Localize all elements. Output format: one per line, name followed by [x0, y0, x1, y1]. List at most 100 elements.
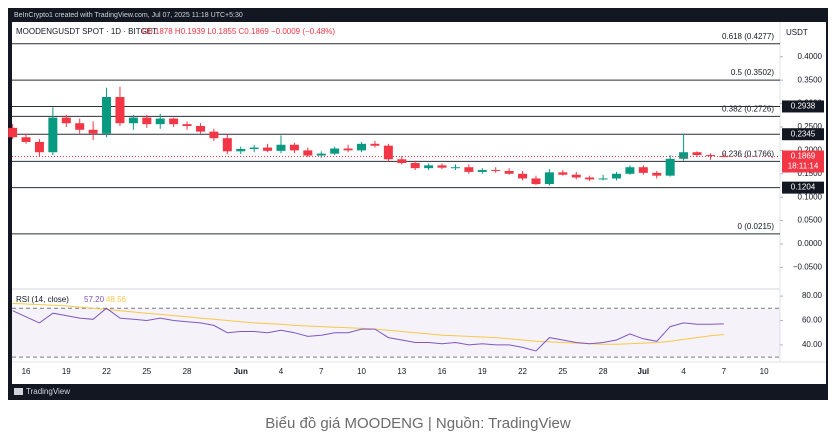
y-tick-label: 0.2500 [798, 122, 823, 131]
candle-body [276, 144, 286, 151]
candle-body [612, 173, 621, 179]
candle-body [182, 124, 192, 127]
candle-body [169, 118, 179, 125]
rsi-band [12, 308, 780, 358]
candle-body [397, 159, 407, 164]
candle-body [450, 167, 460, 169]
x-tick-label: 7 [319, 367, 324, 376]
x-tick-label: 25 [142, 367, 151, 376]
x-tick-label: 19 [478, 367, 487, 376]
x-tick-label: 22 [102, 367, 111, 376]
candle-body [410, 163, 420, 169]
x-tick-label: 10 [357, 367, 366, 376]
candle-body [598, 178, 608, 180]
candle-body [155, 118, 165, 125]
y-tick-label: −0.0500 [793, 262, 823, 271]
y-tick-label: 0.1500 [798, 169, 823, 178]
candle-body [102, 97, 112, 134]
x-tick-label: 4 [279, 367, 284, 376]
candle-body [518, 173, 528, 179]
x-tick-label: Jun [234, 367, 248, 376]
caption: Biểu đồ giá MOODENG | Nguồn: TradingView [265, 415, 571, 432]
x-tick-label: 7 [722, 367, 727, 376]
candle-body [544, 172, 554, 185]
candle-body [289, 144, 299, 151]
x-tick-label: 16 [438, 367, 447, 376]
fib-label: 0 (0.0215) [738, 222, 775, 231]
candle-body [222, 138, 232, 152]
candle-body [34, 141, 44, 153]
candle-body [357, 143, 367, 151]
y-tick-label: 0.3500 [798, 75, 823, 84]
candle-body [705, 155, 715, 157]
candle-body [679, 152, 689, 159]
rsi-y-tick-label: 40.00 [802, 340, 823, 349]
candle-body [316, 153, 326, 156]
candle-body [88, 129, 98, 134]
last-price-box [782, 150, 824, 173]
level-label: 0.2938 [791, 102, 816, 111]
candle-body [115, 97, 125, 124]
fib-label: 0.5 (0.3502) [731, 68, 774, 77]
x-tick-label: 19 [62, 367, 71, 376]
rsi-last: 57.20 [84, 295, 105, 304]
level-box [782, 181, 824, 194]
countdown: 18:11:14 [788, 162, 819, 171]
last-price-label: 0.1869 [791, 152, 816, 161]
y-tick-label: 0.1000 [798, 192, 823, 201]
candle-body [263, 147, 273, 151]
symbol: MOODENGUSDT SPOT · 1D · BITGET [16, 27, 157, 36]
candle-body [48, 117, 58, 153]
candle-body [477, 170, 487, 172]
candle-body [8, 127, 18, 138]
brand: TradingView [26, 387, 70, 396]
fib-label: 0.236 (0.1766) [722, 149, 774, 158]
candle-body [625, 167, 635, 174]
credit: BeInCrypto1 created with TradingView.com… [14, 12, 243, 19]
candle-body [665, 158, 675, 176]
candle-body [343, 148, 353, 151]
candle-body [249, 147, 259, 149]
level-box [782, 128, 824, 141]
candle-body [128, 117, 138, 124]
rsi-line [12, 307, 724, 352]
candle-body [21, 137, 31, 142]
candle-body [491, 170, 501, 172]
candle-body [424, 165, 434, 169]
x-tick-label: 25 [558, 367, 567, 376]
candle-body [61, 117, 71, 124]
x-tick-label: 10 [760, 367, 769, 376]
fib-label: 0.618 (0.4277) [722, 32, 774, 41]
candle-body [236, 148, 246, 152]
currency: USDT [786, 28, 808, 37]
candle-body [585, 177, 595, 180]
candle-body [75, 123, 85, 130]
candle-body [370, 143, 380, 146]
x-tick-label: Jul [638, 367, 650, 376]
rsi-title: RSI (14, close) [16, 295, 69, 304]
candle-body [531, 178, 541, 185]
candle-body [571, 174, 581, 178]
candle-body [638, 167, 648, 173]
ohlc: O0.1878 H0.1939 L0.1855 C0.1869 −0.0009 … [142, 27, 335, 36]
x-tick-label: 28 [599, 367, 608, 376]
rsi-ma-last: 48.56 [106, 295, 127, 304]
candle-body [142, 117, 152, 125]
candle-body [558, 172, 568, 175]
y-tick-label: 0.0000 [798, 239, 823, 248]
level-label: 0.2345 [791, 129, 816, 138]
brand-logo [14, 388, 23, 395]
rsi-y-tick-label: 60.00 [802, 316, 823, 325]
x-tick-label: 28 [183, 367, 192, 376]
candle-body [330, 148, 340, 154]
rsi-y-tick-label: 80.00 [802, 291, 823, 300]
candle-body [692, 152, 702, 156]
level-box [782, 100, 824, 113]
x-tick-label: 13 [397, 367, 406, 376]
candle-body [504, 170, 514, 174]
candle-body [383, 145, 393, 160]
candle-body [652, 172, 662, 176]
candle-body [303, 150, 313, 156]
candle-body [209, 131, 219, 139]
